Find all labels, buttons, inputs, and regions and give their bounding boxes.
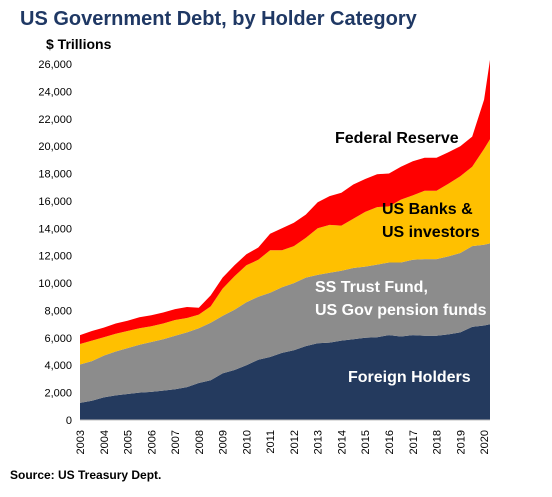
- y-tick-label: 12,000: [38, 251, 72, 263]
- y-tick-label: 18,000: [38, 169, 72, 181]
- x-tick-label: 2016: [384, 430, 396, 454]
- x-tick-label: 2005: [123, 430, 135, 454]
- series-label: SS Trust Fund,: [315, 279, 428, 296]
- x-tick-label: 2019: [455, 430, 467, 454]
- x-tick-label: 2012: [289, 430, 301, 454]
- x-tick-label: 2008: [194, 430, 206, 454]
- series-area-2: [80, 139, 490, 365]
- y-axis-unit-label: $ Trillions: [46, 36, 112, 52]
- series-label: Federal Reserve: [335, 130, 459, 147]
- chart-title: US Government Debt, by Holder Category: [20, 8, 417, 30]
- y-tick-label: 16,000: [38, 196, 72, 208]
- x-tick-label: 2017: [408, 430, 420, 454]
- x-tick-label: 2014: [336, 430, 348, 454]
- x-tick-label: 2006: [146, 430, 158, 454]
- x-tick-label: 2013: [313, 430, 325, 454]
- x-tick-label: 2020: [479, 430, 491, 454]
- y-tick-label: 26,000: [38, 59, 72, 71]
- y-tick-label: 24,000: [38, 86, 72, 98]
- source-note: Source: US Treasury Dept.: [10, 468, 162, 482]
- series-label: US Banks &: [382, 201, 473, 218]
- x-tick-label: 2011: [265, 430, 277, 454]
- series-area-1: [80, 243, 490, 403]
- x-tick-label: 2003: [75, 430, 87, 454]
- series-area-0: [80, 324, 490, 420]
- x-tick-label: 2018: [432, 430, 444, 454]
- y-tick-label: 22,000: [38, 114, 72, 126]
- series-label: US investors: [382, 224, 480, 241]
- x-tick-label: 2010: [241, 430, 253, 454]
- x-tick-label: 2007: [170, 430, 182, 454]
- y-tick-label: 6,000: [44, 333, 72, 345]
- series-label: Foreign Holders: [348, 369, 471, 386]
- y-tick-label: 2,000: [44, 388, 72, 400]
- y-tick-label: 20,000: [38, 141, 72, 153]
- y-tick-label: 8,000: [44, 305, 72, 317]
- x-tick-label: 2004: [99, 430, 111, 454]
- y-tick-label: 10,000: [38, 278, 72, 290]
- x-tick-label: 2015: [360, 430, 372, 454]
- y-tick-label: 14,000: [38, 223, 72, 235]
- y-tick-label: 0: [66, 415, 72, 427]
- series-label: US Gov pension funds: [315, 302, 487, 319]
- x-tick-label: 2009: [218, 430, 230, 454]
- y-tick-label: 4,000: [44, 360, 72, 372]
